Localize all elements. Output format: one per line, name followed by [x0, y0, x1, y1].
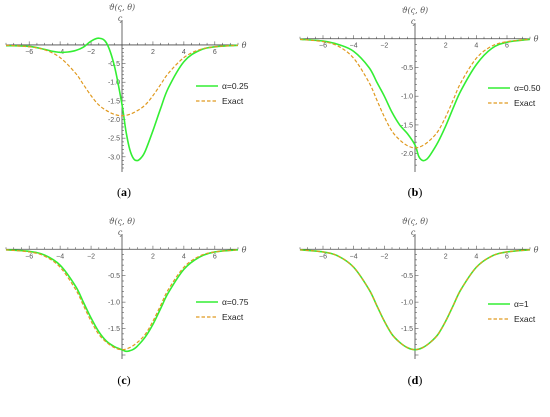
y-tick-label: -1.5	[108, 326, 120, 333]
x-tick-label: 2	[151, 49, 155, 56]
y-axis-arrow-label: ς	[118, 228, 123, 237]
panel-caption: (b)	[408, 185, 423, 199]
panel-d: −6 −4 −2 2 4 6 -0.5 -1.0 -1.5 ϑ(ς, θ) ς θ α=1 Exact (d…	[299, 217, 539, 387]
y-axis-arrow-label: ς	[411, 228, 416, 237]
x-tick-label: −2	[380, 253, 388, 260]
x-tick-label: 6	[213, 253, 217, 260]
y-tick-label: -0.5	[401, 65, 413, 72]
x-tick-label: 6	[213, 49, 217, 56]
legend-label: Exact	[514, 98, 536, 108]
y-axis-arrow-label: ς	[118, 14, 123, 23]
y-axis-title: ϑ(ς, θ)	[402, 6, 428, 15]
y-tick-label: -1.0	[108, 80, 120, 87]
legend-label: α=0.25	[222, 81, 249, 91]
x-axis-title: θ	[534, 245, 539, 254]
x-tick-label: −4	[350, 253, 358, 260]
x-axis-title: θ	[242, 41, 247, 50]
series-line-exact	[5, 249, 239, 351]
panel-a: −6 −4 −2 2 4 6-0.5-1.0-1.5-2.0-2.5-3.0ϑ(ς, θ)…	[5, 3, 249, 199]
y-tick-label: -0.5	[401, 273, 413, 280]
x-tick-label: −6	[319, 43, 327, 50]
y-tick-label: -2.0	[108, 117, 120, 124]
x-tick-label: 4	[474, 43, 478, 50]
x-tick-label: 2	[444, 253, 448, 260]
x-tick-label: 2	[444, 43, 448, 50]
x-tick-label: −2	[87, 49, 95, 56]
series-line-exact	[5, 44, 239, 117]
x-tick-label: 2	[151, 253, 155, 260]
x-axis-title: θ	[534, 35, 539, 44]
x-tick-label: 4	[182, 49, 186, 56]
x-tick-label: 4	[182, 253, 186, 260]
x-tick-label: −6	[25, 49, 33, 56]
y-tick-label: -1.5	[401, 122, 413, 129]
x-tick-label: −2	[87, 253, 95, 260]
series-line-approx	[5, 37, 239, 162]
panel-caption: (a)	[117, 185, 131, 199]
y-axis-title: ϑ(ς, θ)	[402, 217, 428, 226]
series-line-approx	[5, 249, 239, 353]
y-tick-label: -1.5	[401, 326, 413, 333]
legend-label: α=0.50	[514, 83, 541, 93]
panel-caption: (d)	[408, 373, 423, 387]
x-tick-label: −4	[350, 43, 358, 50]
x-tick-label: −6	[319, 253, 327, 260]
x-tick-label: −6	[25, 253, 33, 260]
y-axis-title: ϑ(ς, θ)	[109, 217, 135, 226]
y-tick-label: -3.0	[108, 154, 120, 161]
legend-label: Exact	[514, 314, 536, 324]
x-tick-label: 6	[505, 43, 509, 50]
x-axis-title: θ	[242, 245, 247, 254]
x-tick-label: 6	[505, 253, 509, 260]
legend-label: α=0.75	[222, 297, 249, 307]
legend-label: Exact	[222, 312, 244, 322]
x-tick-label: −4	[56, 253, 64, 260]
y-tick-label: -1.0	[401, 300, 413, 307]
y-tick-label: -0.5	[108, 273, 120, 280]
y-tick-label: -2.5	[108, 136, 120, 143]
y-tick-label: -2.0	[401, 151, 413, 158]
panel-caption: (c)	[117, 373, 130, 387]
y-axis-title: ϑ(ς, θ)	[109, 3, 135, 12]
panel-c: −6 −4 −2 2 4 6 -0.5 -1.0 -1.5 ϑ(ς, θ) ς θ α=0.75 Exac…	[5, 217, 249, 387]
y-axis-arrow-label: ς	[411, 17, 416, 26]
legend-label: α=1	[514, 299, 529, 309]
panel-b: −6 −4 −2 2 4 6 -0.5 -1.0 -1.5 -2.0 ϑ(ς, θ) ς θ α=0.50…	[299, 6, 541, 199]
series-line-exact	[299, 38, 531, 149]
y-tick-label: -1.0	[108, 300, 120, 307]
series-line-approx	[299, 38, 531, 162]
series-line-approx	[299, 249, 531, 351]
x-tick-label: 4	[474, 253, 478, 260]
x-tick-label: −2	[380, 43, 388, 50]
legend-label: Exact	[222, 96, 244, 106]
y-tick-label: -1.5	[108, 98, 120, 105]
y-tick-label: -1.0	[401, 94, 413, 101]
